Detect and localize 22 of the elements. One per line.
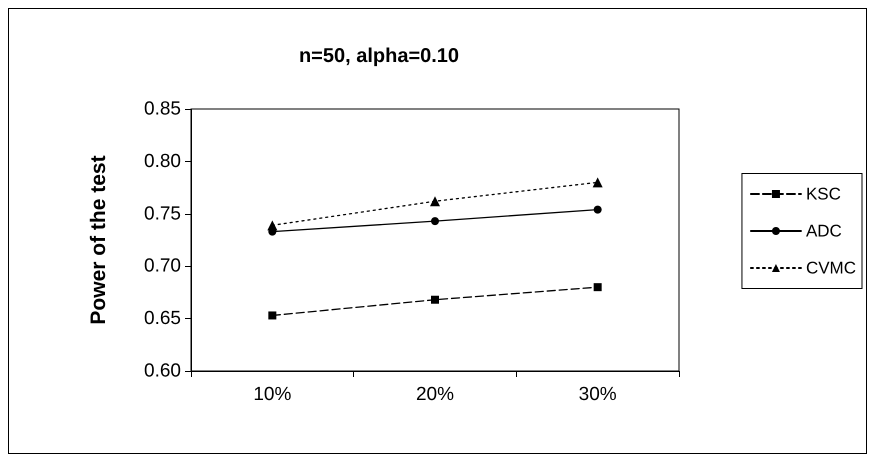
legend-label: KSC	[806, 184, 841, 204]
y-tick-label: 0.60	[144, 360, 181, 382]
chart-title: n=50, alpha=0.10	[298, 45, 460, 67]
x-tick-label: 20%	[416, 384, 454, 405]
point	[268, 311, 276, 320]
legend-label: CVMC	[806, 258, 856, 278]
x-tick-label: 30%	[578, 384, 617, 405]
point	[594, 206, 602, 214]
y-tick-label: 0.80	[144, 150, 181, 172]
y-tick-label: 0.85	[144, 98, 181, 120]
y-axis-title: Power of the test	[87, 155, 110, 325]
y-tick-label: 0.65	[144, 308, 181, 330]
x-tick-label: 10%	[253, 384, 292, 405]
point	[267, 220, 278, 230]
y-tick-label: 0.75	[144, 203, 181, 224]
point	[431, 217, 439, 226]
point	[431, 296, 439, 304]
point	[430, 196, 440, 206]
y-tick-label: 0.70	[144, 256, 181, 277]
legend-label: ADC	[806, 222, 842, 240]
point	[594, 283, 602, 292]
point	[592, 177, 603, 188]
